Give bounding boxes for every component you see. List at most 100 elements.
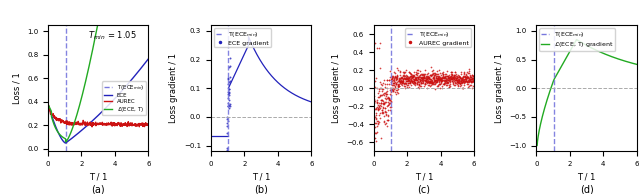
Point	[387, 82, 397, 85]
Point	[444, 78, 454, 81]
Point	[415, 74, 425, 77]
Point	[224, 65, 234, 68]
Point	[448, 75, 458, 78]
Point	[394, 76, 404, 79]
Point	[441, 77, 451, 80]
Point	[413, 75, 424, 78]
Point	[468, 74, 478, 77]
Point	[398, 79, 408, 82]
Point	[442, 78, 452, 81]
Point	[374, 108, 384, 111]
Point	[397, 81, 407, 84]
Point	[403, 74, 413, 78]
Point	[428, 73, 438, 76]
Point	[392, 74, 402, 77]
Point	[465, 78, 476, 81]
Point	[440, 76, 451, 79]
Point	[429, 77, 439, 80]
Point	[447, 78, 458, 81]
Point	[377, 89, 387, 92]
Point	[409, 78, 419, 81]
Point	[454, 75, 464, 78]
Point	[425, 79, 435, 82]
Point	[399, 71, 410, 74]
Point	[455, 77, 465, 80]
Point	[446, 70, 456, 73]
Point	[394, 80, 404, 83]
Point	[426, 73, 436, 76]
Point	[456, 77, 467, 81]
Point	[440, 76, 450, 80]
Point	[378, 105, 388, 108]
Point	[468, 79, 478, 82]
Point	[409, 82, 419, 85]
Point	[414, 84, 424, 87]
Point	[466, 76, 476, 79]
Point	[438, 81, 449, 84]
Point	[422, 79, 433, 82]
Point	[440, 81, 450, 84]
Point	[225, 102, 235, 105]
Point	[455, 75, 465, 79]
Point	[392, 89, 402, 92]
Point	[369, 101, 379, 104]
Point	[462, 42, 472, 45]
Point	[419, 73, 429, 76]
Point	[430, 71, 440, 74]
Point	[426, 79, 436, 82]
Point	[454, 78, 465, 81]
Y-axis label: Loss gradient / 1: Loss gradient / 1	[332, 53, 341, 123]
Point	[417, 81, 427, 84]
Point	[380, 100, 390, 104]
Point	[448, 82, 458, 85]
Point	[407, 81, 417, 84]
Point	[445, 76, 456, 79]
Point	[408, 82, 418, 85]
Point	[375, 81, 385, 84]
Point	[427, 81, 437, 84]
Point	[460, 75, 470, 78]
Point	[385, 108, 396, 111]
Point	[463, 81, 473, 84]
Point	[387, 76, 397, 79]
Point	[389, 78, 399, 81]
Point	[376, 98, 387, 101]
Point	[419, 75, 429, 78]
Point	[407, 80, 417, 83]
Point	[387, 89, 397, 92]
Point	[463, 68, 474, 71]
Point	[419, 76, 429, 80]
Point	[428, 80, 438, 83]
Point	[370, 86, 380, 89]
Point	[413, 81, 423, 84]
Text: $T_{min}$ = 1.05: $T_{min}$ = 1.05	[88, 29, 137, 42]
Point	[416, 80, 426, 83]
Point	[419, 79, 429, 82]
Point	[404, 85, 414, 88]
Point	[424, 80, 435, 83]
Point	[460, 79, 470, 82]
Point	[418, 81, 428, 85]
Point	[416, 81, 426, 84]
Point	[225, 104, 235, 107]
Point	[422, 76, 433, 79]
Point	[397, 70, 408, 73]
Point	[459, 80, 469, 83]
Point	[427, 82, 437, 85]
Point	[403, 81, 413, 85]
Point	[469, 77, 479, 80]
Point	[467, 73, 477, 76]
Point	[414, 83, 424, 86]
Point	[381, 121, 392, 124]
Point	[463, 76, 473, 79]
Point	[440, 81, 450, 84]
Point	[436, 79, 446, 82]
Point	[410, 74, 420, 78]
Point	[414, 83, 424, 86]
Point	[398, 73, 408, 76]
Point	[460, 72, 470, 75]
Point	[445, 75, 455, 78]
Point	[430, 78, 440, 81]
Point	[383, 108, 393, 111]
Point	[435, 75, 445, 79]
